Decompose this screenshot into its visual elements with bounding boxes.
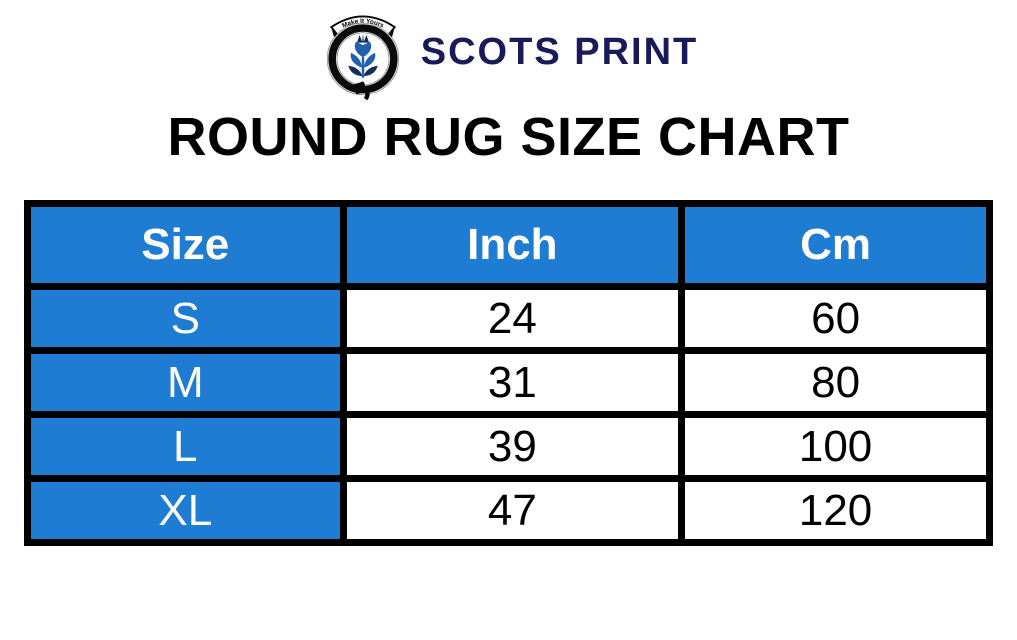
size-chart-page: Make It Yours SCOTS PR — [0, 0, 1017, 546]
size-cell: L — [24, 411, 347, 482]
page-title: ROUND RUG SIZE CHART — [167, 107, 850, 167]
inch-cell: 24 — [339, 283, 686, 354]
cm-cell: 120 — [678, 475, 993, 546]
cm-cell: 80 — [678, 347, 993, 418]
col-header-size: Size — [24, 200, 347, 290]
header-row: Size Inch Cm — [24, 200, 993, 290]
table-row-xl: XL 47 120 — [24, 475, 993, 546]
brand-name: SCOTS PRINT — [420, 30, 699, 73]
cm-cell: 100 — [678, 411, 993, 482]
table-row-m: M 31 80 — [24, 347, 993, 418]
size-cell: S — [24, 283, 347, 354]
size-cell: XL — [24, 475, 347, 546]
brand-header: Make It Yours SCOTS PR — [0, 0, 1017, 100]
col-header-inch: Inch — [339, 200, 686, 290]
table-row-s: S 24 60 — [24, 283, 993, 354]
inch-cell: 31 — [339, 347, 686, 418]
table-row-l: L 39 100 — [24, 411, 993, 482]
col-header-cm: Cm — [678, 200, 993, 290]
inch-cell: 47 — [339, 475, 686, 546]
cm-cell: 60 — [678, 283, 993, 354]
inch-cell: 39 — [339, 411, 686, 482]
brand-logo: Make It Yours — [319, 4, 407, 100]
size-cell: M — [24, 347, 347, 418]
clan-crest-thistle-badge-icon: Make It Yours — [326, 15, 399, 100]
size-chart-table: Size Inch Cm S 24 60 M 31 80 L 39 100 — [24, 200, 993, 546]
